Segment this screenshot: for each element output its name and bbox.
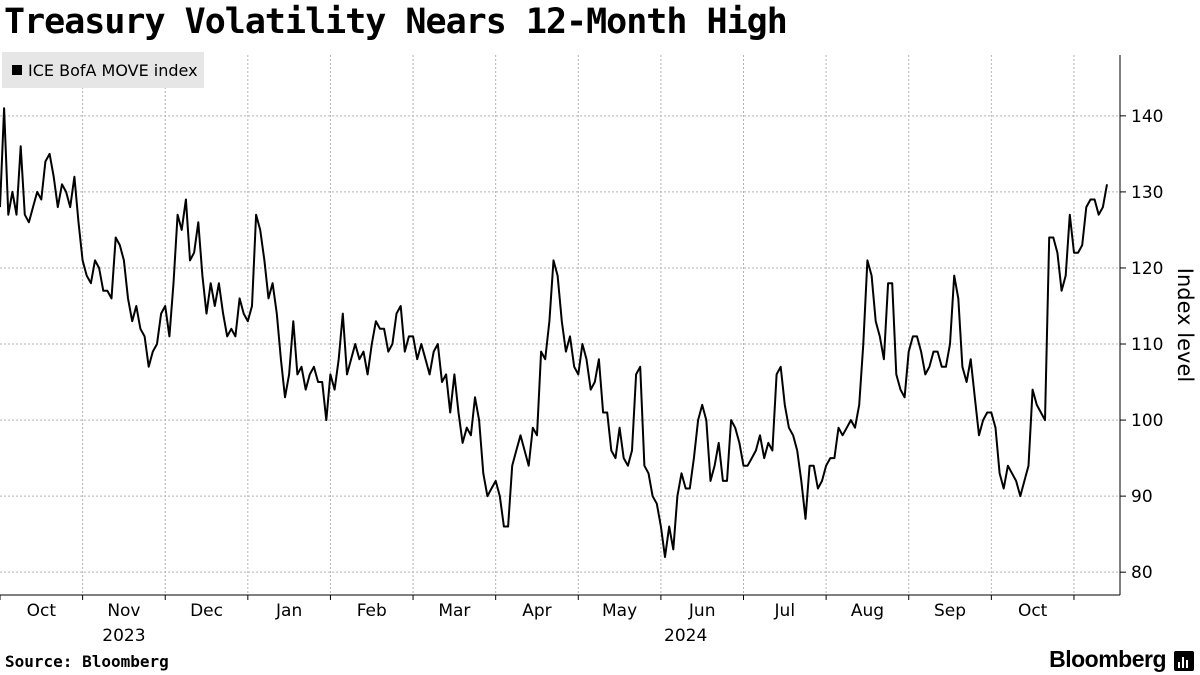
x-month-label: Dec: [190, 601, 223, 621]
x-year-label: 2023: [102, 626, 145, 646]
x-month-label: Apr: [522, 601, 551, 621]
chart-title: Treasury Volatility Nears 12-Month High: [4, 2, 788, 42]
x-month-label: Feb: [357, 601, 387, 621]
label-layer: 80 90 100 110 120 130 140 Oct Nov Dec Jan Feb Mar Apr…: [27, 107, 1197, 646]
legend-swatch: [12, 65, 22, 75]
grid-layer: [0, 55, 1120, 595]
brand-logo: Bloomberg: [1049, 646, 1166, 672]
brand-chart-icon: [1174, 651, 1194, 671]
x-month-label: Mar: [438, 601, 470, 621]
y-tick-label: 140: [1131, 107, 1163, 127]
y-axis-title: Index level: [1173, 268, 1197, 382]
y-tick-label: 110: [1131, 335, 1163, 355]
x-month-label: Nov: [107, 601, 140, 621]
legend: ICE BofA MOVE index: [2, 52, 204, 88]
x-month-label: Sep: [934, 601, 966, 621]
series-layer: [0, 107, 1108, 558]
y-tick-label: 90: [1131, 487, 1153, 507]
legend-label: ICE BofA MOVE index: [28, 60, 198, 80]
x-month-label: Jul: [774, 601, 796, 621]
y-tick-label: 100: [1131, 411, 1163, 431]
x-month-label: May: [602, 601, 637, 621]
x-month-label: Oct: [1018, 601, 1048, 621]
series-line-move-index: [0, 107, 1108, 558]
y-tick-label: 120: [1131, 259, 1163, 279]
x-month-label: Oct: [27, 601, 57, 621]
x-month-label: Jun: [688, 601, 716, 621]
x-month-label: Jan: [275, 601, 302, 621]
x-month-label: Aug: [851, 601, 884, 621]
axis-layer: [0, 55, 1126, 600]
y-tick-label: 80: [1131, 563, 1153, 583]
y-tick-label: 130: [1131, 183, 1163, 203]
source-note: Source: Bloomberg: [5, 652, 169, 671]
x-year-label: 2024: [664, 626, 707, 646]
